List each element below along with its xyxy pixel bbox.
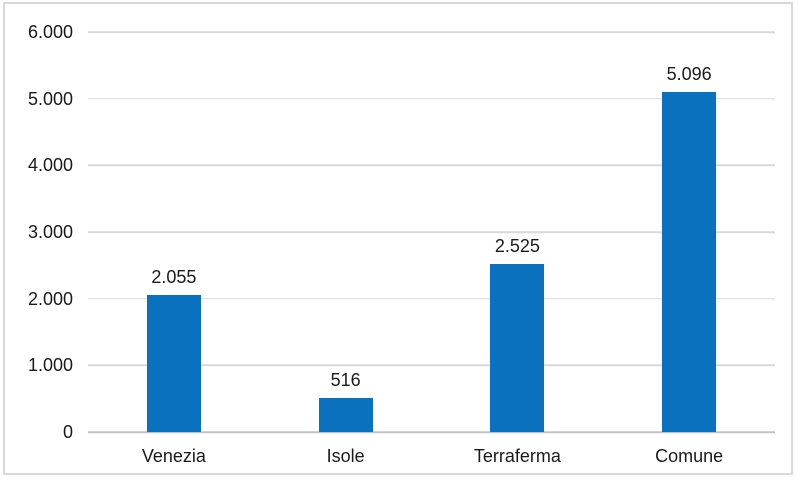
bar-value-label: 516 xyxy=(330,369,361,390)
y-axis-tick-label: 0 xyxy=(62,422,73,442)
gridline xyxy=(88,97,775,100)
y-axis-tick-label: 3.000 xyxy=(27,222,73,242)
bars-row: 2.055 516 2.525 5.096 xyxy=(88,32,775,432)
gridline xyxy=(88,364,775,367)
bar xyxy=(490,263,545,432)
x-axis-label: Isole xyxy=(326,446,365,466)
bar-slot: 2.055 xyxy=(88,32,260,432)
x-axis-label: Venezia xyxy=(141,446,206,466)
gridline xyxy=(88,297,775,300)
bar-value-label: 2.525 xyxy=(494,235,540,256)
bar-slot: 2.525 xyxy=(432,32,604,432)
plot-area: 2.055 516 2.525 5.096 xyxy=(88,31,775,433)
gridline xyxy=(88,231,775,233)
gridline xyxy=(88,164,775,167)
y-axis-tick-labels: 0 1.000 2.000 3.000 4.000 5.000 6.000 xyxy=(5,22,73,442)
x-axis-line xyxy=(88,431,775,433)
bar xyxy=(662,92,717,432)
y-axis-tick-label: 5.000 xyxy=(27,88,73,109)
y-axis-tick-label: 6.000 xyxy=(27,22,73,42)
x-axis-label: Comune xyxy=(655,446,724,466)
bar-slot: 516 xyxy=(260,32,432,432)
x-axis-label: Terraferma xyxy=(473,446,561,466)
y-axis-tick-label: 2.000 xyxy=(27,288,73,309)
chart-frame: 2.055 516 2.525 5.096 0 1.000 2.000 3.000 4.000… xyxy=(3,2,793,475)
bar xyxy=(146,295,201,432)
x-axis-labels: Venezia Isole Terraferma Comune xyxy=(88,444,775,468)
y-axis-tick-label: 4.000 xyxy=(27,155,73,176)
bar-slot: 5.096 xyxy=(603,32,775,432)
bar xyxy=(318,397,373,432)
bar-value-label: 5.096 xyxy=(666,64,712,85)
bar-value-label: 2.055 xyxy=(151,267,197,287)
y-axis-tick-label: 1.000 xyxy=(27,355,73,376)
gridline xyxy=(88,31,775,33)
